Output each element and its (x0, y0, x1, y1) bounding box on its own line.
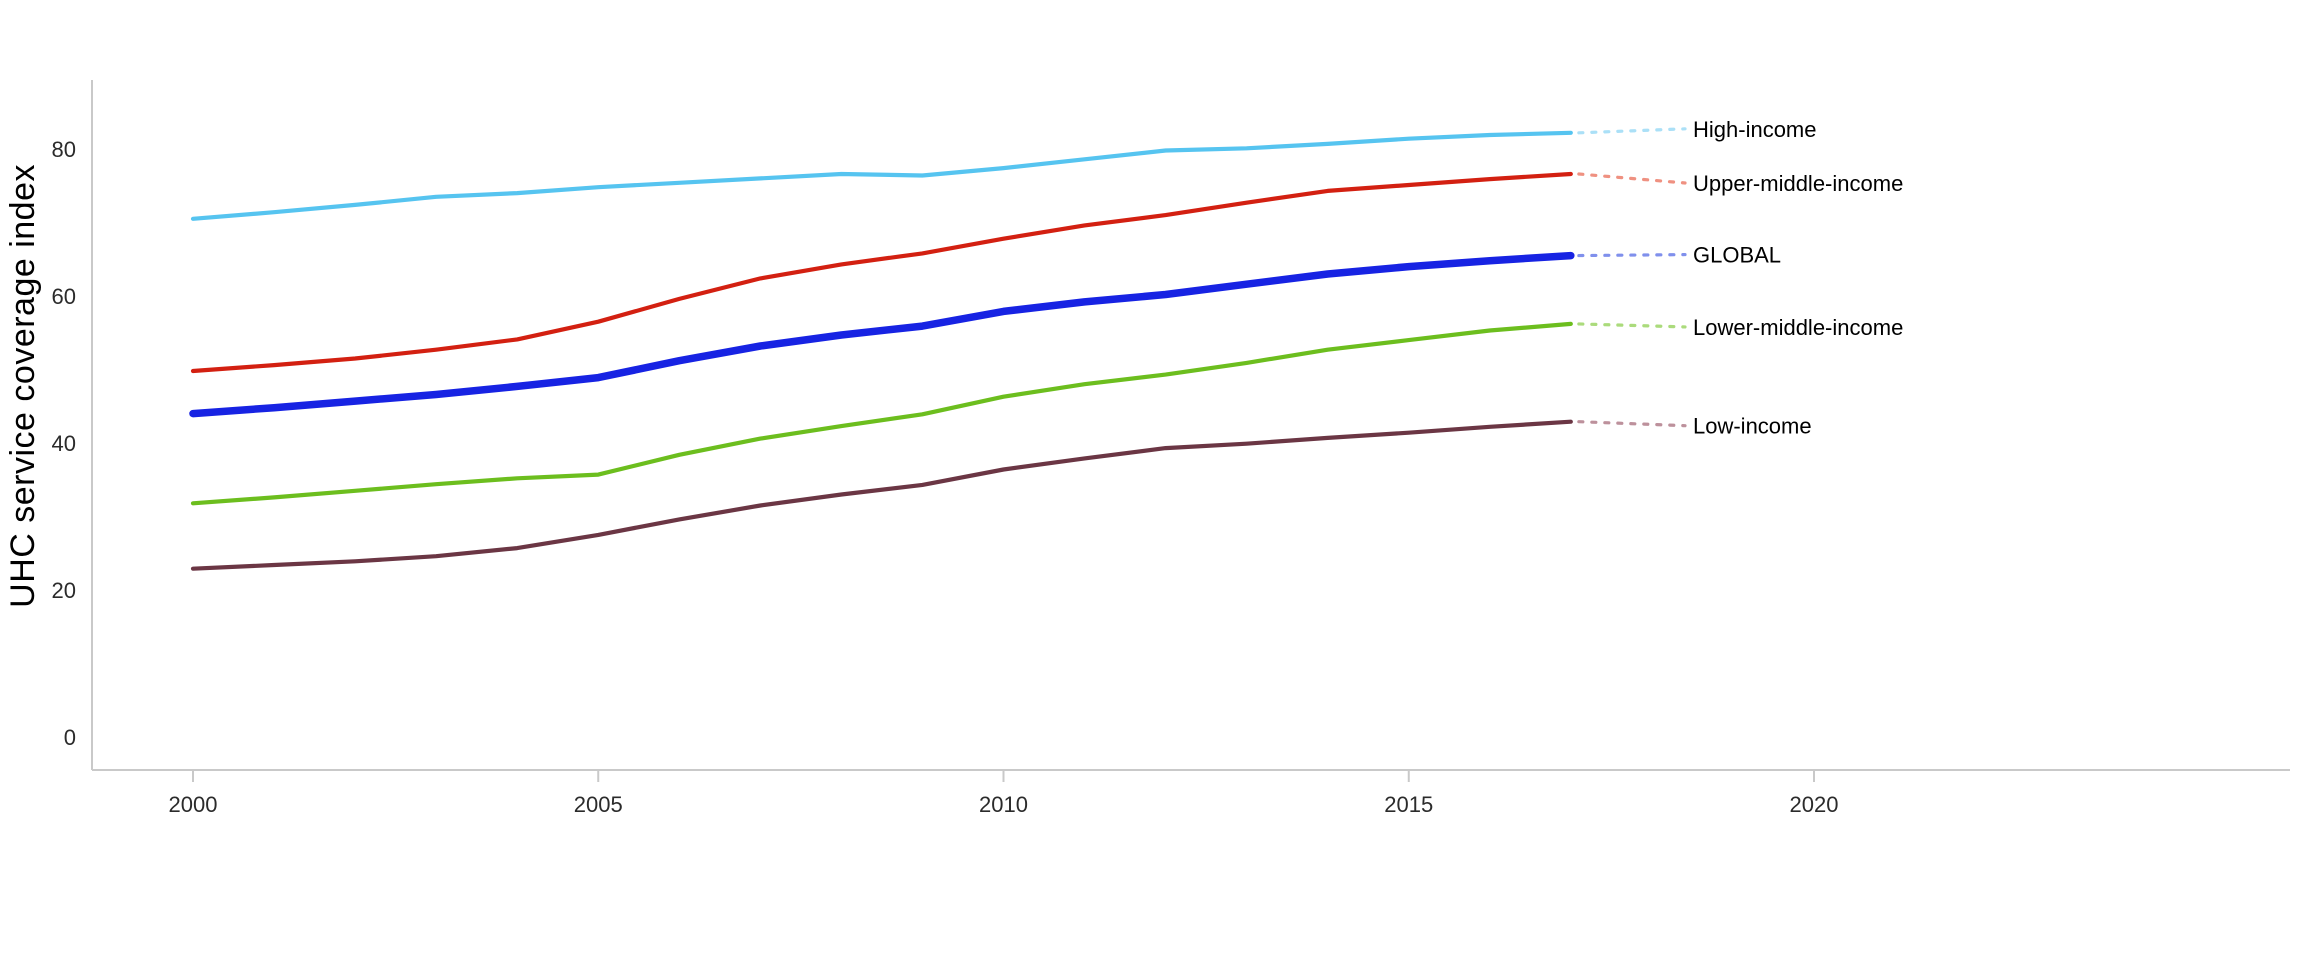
series-line-low-income (190, 419, 1573, 571)
y-axis-title: UHC service coverage index (4, 164, 42, 608)
series-line-global (189, 251, 1575, 418)
series-leader-low-income (1577, 420, 1687, 428)
y-tick-label: 60 (52, 284, 76, 309)
series-label-global: GLOBAL (1693, 243, 1781, 268)
series-leader-high-income (1577, 127, 1687, 135)
x-tick-label: 2010 (979, 792, 1028, 817)
series-label-lower-middle-income: Lower-middle-income (1693, 315, 1903, 340)
series-label-high-income: High-income (1693, 117, 1817, 142)
y-tick-label: 20 (52, 578, 76, 603)
x-tick-label: 2020 (1790, 792, 1839, 817)
y-tick-label: 0 (64, 725, 76, 750)
x-tick-label: 2000 (169, 792, 218, 817)
series-line-lower-middle-income (190, 321, 1573, 506)
x-tick-label: 2005 (574, 792, 623, 817)
series-label-low-income: Low-income (1693, 414, 1812, 439)
y-tick-label: 40 (52, 431, 76, 456)
series-line-upper-middle-income (190, 171, 1573, 374)
series-leader-lower-middle-income (1577, 322, 1687, 329)
series-leader-upper-middle-income (1577, 172, 1687, 185)
series-line-high-income (190, 130, 1573, 221)
x-tick-label: 2015 (1384, 792, 1433, 817)
series-leader-global (1577, 252, 1687, 258)
y-axis-title-wrap: UHC service coverage index (4, 80, 43, 692)
series-label-upper-middle-income: Upper-middle-income (1693, 171, 1903, 196)
y-tick-label: 80 (52, 137, 76, 162)
